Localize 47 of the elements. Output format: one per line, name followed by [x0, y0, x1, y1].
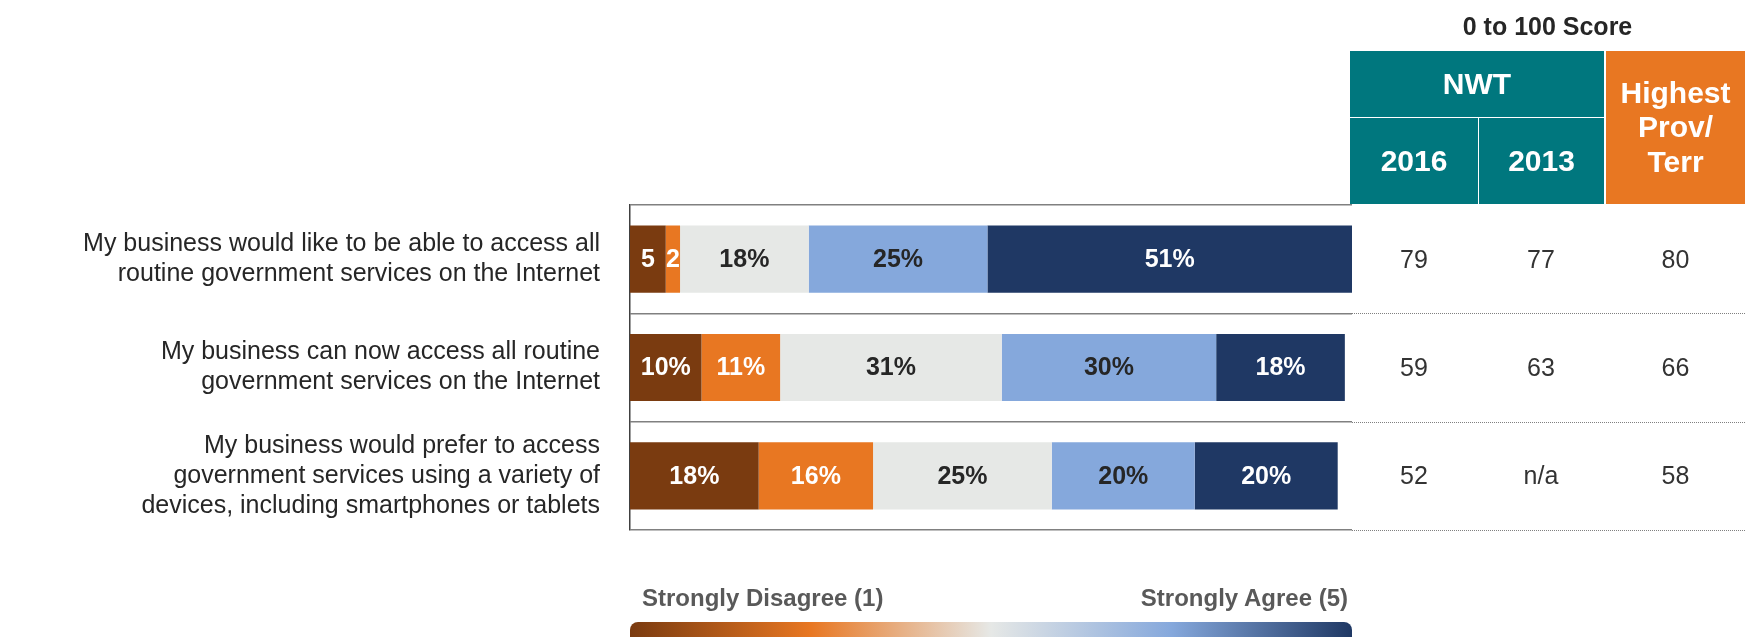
bar [1216, 333, 1345, 402]
data-label: 30% [1083, 352, 1134, 381]
bar [630, 442, 759, 510]
bar [873, 442, 1052, 510]
category-label: NWT [1350, 51, 1604, 117]
bar [680, 225, 809, 293]
data-label: 18% [1255, 352, 1306, 381]
bar [987, 225, 1352, 293]
data-label: 51% [1144, 244, 1195, 273]
text: n/a [1522, 460, 1560, 492]
data-label: 31% [865, 352, 916, 381]
text: Strongly Disagree (1) [642, 584, 884, 612]
y-tick-label: My business can now access all routine government services on the Internet [160, 336, 601, 395]
data-label: 2 [665, 244, 680, 273]
text: 79 [1399, 243, 1429, 275]
bar [758, 442, 874, 510]
data-label: 10% [640, 352, 691, 381]
data-label: 20% [1241, 460, 1292, 489]
text: 0 to 100 Score [1461, 10, 1634, 42]
category-label: 2016 [1350, 118, 1478, 204]
text: 52 [1399, 460, 1429, 492]
y-tick-label: My business would like to be able to access all routine government services on the Internet [83, 228, 601, 287]
bar [630, 225, 666, 293]
data-label: 25% [873, 244, 924, 273]
bar [780, 333, 1002, 402]
text: 58 [1660, 460, 1691, 492]
category-label: Highest Prov/ Terr [1606, 51, 1745, 204]
data-label: 16% [790, 460, 841, 489]
data-label: 5 [640, 244, 655, 273]
text: 63 [1526, 352, 1556, 383]
text: 66 [1660, 352, 1691, 383]
bar [1001, 333, 1217, 402]
data-label: 20% [1098, 460, 1149, 489]
y-tick-label: My business would prefer to access government services using a variety of devices, including smartphones or tablets [141, 429, 601, 518]
bar [808, 225, 988, 293]
text: 77 [1526, 243, 1556, 275]
data-label: 11% [716, 352, 766, 381]
category-label: 2013 [1479, 118, 1604, 204]
bar [701, 333, 781, 402]
data-label: 18% [719, 244, 770, 273]
text: 59 [1399, 352, 1429, 383]
text: Strongly Agree (5) [1140, 584, 1348, 612]
data-label: 18% [669, 460, 720, 489]
bar [1194, 442, 1338, 510]
bar [1051, 442, 1195, 510]
text: 80 [1660, 243, 1691, 275]
data-label: 25% [937, 460, 988, 489]
